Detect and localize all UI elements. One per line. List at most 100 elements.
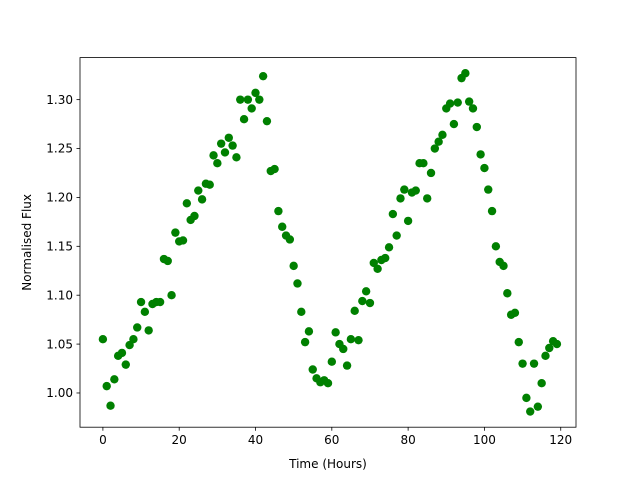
x-tick-label: 100 (473, 433, 496, 447)
data-point (331, 328, 340, 337)
data-point (106, 401, 115, 410)
data-point (487, 206, 497, 216)
data-point (197, 195, 207, 204)
data-point (293, 279, 302, 288)
x-tick-label: 0 (99, 433, 107, 447)
data-point (381, 253, 390, 263)
data-point (98, 335, 108, 344)
data-point (541, 351, 550, 361)
data-point (361, 287, 371, 296)
data-point (373, 264, 382, 273)
data-point (396, 194, 405, 203)
data-points (98, 69, 562, 416)
data-point (102, 381, 111, 391)
data-point (216, 139, 226, 148)
data-point (239, 115, 249, 124)
data-point (129, 335, 138, 344)
data-point (449, 119, 459, 129)
data-point (155, 297, 165, 307)
data-point (136, 297, 146, 307)
x-tick-label: 60 (324, 433, 339, 447)
data-point (110, 375, 119, 384)
data-point (484, 185, 493, 194)
data-point (480, 163, 489, 173)
data-point (392, 231, 401, 240)
data-point (453, 98, 462, 107)
data-point (552, 339, 562, 349)
data-point (167, 291, 176, 300)
data-point (503, 289, 512, 298)
data-point (426, 168, 436, 178)
data-point (342, 361, 352, 370)
data-point (274, 206, 283, 216)
y-tick-label: 1.30 (46, 93, 73, 107)
data-point (224, 133, 233, 142)
data-point (236, 95, 245, 104)
data-point (545, 343, 554, 353)
y-axis-ticks: 1.00 1.05 1.10 1.15 1.20 1.25 1.30 (46, 93, 80, 400)
data-point (178, 236, 188, 245)
data-point (434, 137, 443, 146)
data-point (258, 71, 268, 81)
data-point (354, 335, 363, 345)
data-point (411, 186, 420, 195)
data-point (518, 359, 527, 368)
data-point (182, 199, 192, 208)
data-point (346, 335, 356, 344)
data-point (400, 185, 409, 194)
data-point (289, 261, 298, 271)
data-point (297, 307, 306, 317)
data-point (419, 159, 428, 168)
data-point (163, 256, 172, 266)
data-point (358, 296, 367, 306)
data-point (140, 307, 150, 317)
x-tick-label: 20 (172, 433, 187, 447)
data-point (510, 308, 520, 317)
data-point (121, 360, 130, 369)
y-tick-label: 1.20 (46, 191, 73, 205)
data-point (514, 337, 523, 347)
data-point (144, 326, 153, 335)
data-point (526, 407, 535, 416)
y-axis-label: Normalised Flux (20, 194, 34, 291)
data-point (247, 104, 256, 113)
data-point (117, 348, 127, 358)
data-point (213, 159, 222, 168)
data-point (190, 211, 199, 221)
data-point (232, 153, 241, 162)
y-tick-label: 1.15 (46, 240, 73, 254)
data-point (228, 141, 237, 150)
data-point (350, 306, 359, 316)
y-tick-label: 1.05 (46, 337, 73, 351)
data-point (529, 359, 539, 368)
data-point (243, 95, 253, 104)
data-point (323, 379, 333, 388)
plot-frame (79, 57, 577, 428)
data-point (133, 323, 142, 332)
data-point (327, 357, 337, 366)
x-tick-label: 80 (400, 433, 415, 447)
x-axis-ticks: 0 20 40 60 80 100 120 (99, 427, 572, 447)
x-tick-label: 120 (549, 433, 572, 447)
data-point (403, 216, 413, 226)
data-point (194, 186, 203, 195)
data-point (262, 116, 272, 126)
data-point (339, 344, 348, 354)
data-point (537, 379, 546, 388)
data-point (209, 151, 218, 160)
data-point (461, 69, 470, 78)
data-point (491, 242, 501, 251)
data-point (533, 402, 543, 411)
data-point (438, 130, 447, 140)
data-point (220, 148, 230, 157)
y-tick-label: 1.00 (46, 386, 73, 400)
data-point (464, 97, 474, 106)
data-point (499, 261, 508, 271)
data-point (251, 88, 260, 98)
data-point (430, 144, 440, 153)
data-point (384, 243, 394, 252)
data-point (365, 298, 375, 308)
x-axis-label: Time (Hours) (288, 457, 367, 471)
data-point (270, 164, 279, 174)
